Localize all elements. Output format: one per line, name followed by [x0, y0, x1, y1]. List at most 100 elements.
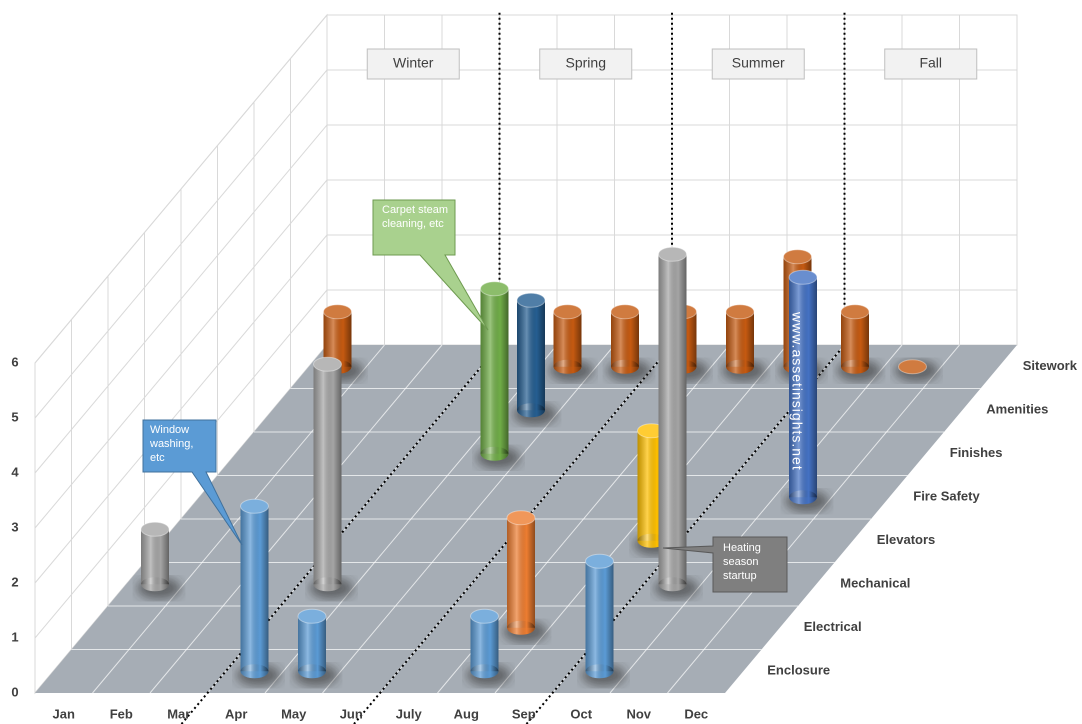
depth-label: Elevators — [877, 532, 936, 547]
bar-shading — [470, 616, 499, 672]
bar-top — [140, 521, 170, 537]
annotation: Heating season startup — [723, 542, 761, 582]
bar-top — [725, 304, 755, 320]
season-box — [884, 48, 978, 80]
y-tick-label: 3 — [11, 519, 18, 534]
bar-shading — [298, 616, 326, 672]
bar-top-highlight — [507, 510, 535, 525]
x-tick-label: Oct — [570, 706, 592, 721]
x-tick-label: Sep — [512, 706, 536, 721]
bar-top — [240, 498, 269, 514]
bar-top — [323, 304, 352, 320]
callout-box — [142, 419, 243, 546]
floor-grid-line — [609, 344, 903, 694]
depth-label: Fire Safety — [913, 489, 980, 504]
depth-label: Mechanical — [840, 576, 910, 591]
bar-top — [658, 246, 687, 262]
x-tick-label: Mar — [167, 706, 190, 721]
grid-line — [34, 69, 328, 419]
bar-shading — [313, 364, 342, 585]
grid-line — [34, 179, 328, 529]
bar-shading — [470, 664, 499, 679]
y-tick-label: 5 — [11, 409, 18, 424]
bar-top-highlight — [726, 304, 754, 319]
bar-shading — [141, 529, 169, 585]
depth-label: Amenities — [986, 402, 1048, 417]
season-label: Spring — [566, 55, 606, 71]
depth-label: Electrical — [804, 619, 862, 634]
floor-grid-line — [149, 344, 443, 694]
season-divider — [525, 12, 846, 724]
bar-top-highlight — [313, 357, 342, 372]
bar-top — [610, 304, 640, 320]
bar-shading — [480, 446, 509, 461]
bar-top — [840, 304, 870, 320]
callout-box — [372, 199, 489, 331]
y-tick-label: 1 — [11, 629, 18, 644]
bar-shading — [789, 490, 817, 505]
bar-shading — [298, 664, 326, 679]
season-divider — [353, 12, 673, 724]
bar-top — [313, 356, 342, 372]
bar-shading — [611, 359, 639, 374]
watermark: www.assetinsights.net — [789, 311, 805, 471]
y-tick-label: 2 — [11, 574, 18, 589]
bar-top-highlight — [611, 304, 639, 319]
bar-shading — [313, 577, 342, 592]
season-box — [366, 48, 460, 80]
floor-grid-line — [322, 344, 615, 694]
annotation: Window washing, etc — [149, 424, 193, 464]
depth-label: Sitework — [1023, 358, 1078, 373]
bar-shading — [507, 517, 535, 628]
bar-top-highlight — [658, 247, 687, 262]
bar-shading — [480, 288, 509, 454]
x-tick-label: Apr — [225, 706, 247, 721]
bar-shading — [507, 620, 535, 635]
bar-top-highlight — [898, 359, 927, 374]
grid-line — [34, 234, 328, 584]
x-tick-label: Nov — [626, 706, 651, 721]
annotation: Carpet steam cleaning, etc — [382, 204, 448, 230]
bar-shading — [658, 254, 687, 585]
x-tick-label: May — [281, 706, 307, 721]
bar-top-highlight — [841, 304, 869, 319]
season-label: Fall — [919, 55, 942, 71]
bar-top-highlight — [240, 499, 269, 514]
bar-top-highlight — [789, 270, 817, 285]
y-tick-label: 6 — [11, 354, 18, 369]
callout-box — [662, 536, 788, 593]
grid-line — [34, 14, 328, 364]
depth-label: Finishes — [950, 445, 1003, 460]
bar-shading — [658, 577, 687, 592]
bar-top — [783, 249, 812, 265]
bar-top-highlight — [517, 293, 545, 308]
bar-top — [585, 553, 614, 569]
bar-shading — [553, 359, 582, 374]
annotations: Window washing, etc Carpet steam cleaning, … — [142, 199, 805, 593]
grid-line — [34, 124, 328, 474]
bar-shading — [553, 311, 582, 367]
bar-shading — [517, 300, 545, 411]
bar-shading — [841, 359, 869, 374]
x-tick-label: Jun — [340, 706, 363, 721]
bar-shading — [141, 577, 169, 592]
season-box — [711, 48, 805, 80]
x-tick-label: Jan — [53, 706, 75, 721]
y-tick-label: 4 — [11, 464, 19, 479]
bar-top — [297, 608, 327, 624]
y-tick-label: 0 — [11, 684, 18, 699]
bar-shading — [240, 506, 269, 672]
bar-top-highlight — [480, 281, 509, 296]
bar-shading — [789, 277, 817, 498]
bar-top-highlight — [470, 609, 499, 624]
bar-shading — [585, 561, 614, 672]
x-tick-label: Feb — [110, 706, 133, 721]
bar-top — [516, 292, 546, 308]
bar-shading — [517, 403, 545, 418]
bar-top-highlight — [553, 304, 582, 319]
bar-top — [553, 304, 582, 320]
x-tick-label: Dec — [684, 706, 708, 721]
bar-shading — [841, 311, 869, 367]
bar-top — [898, 359, 927, 375]
